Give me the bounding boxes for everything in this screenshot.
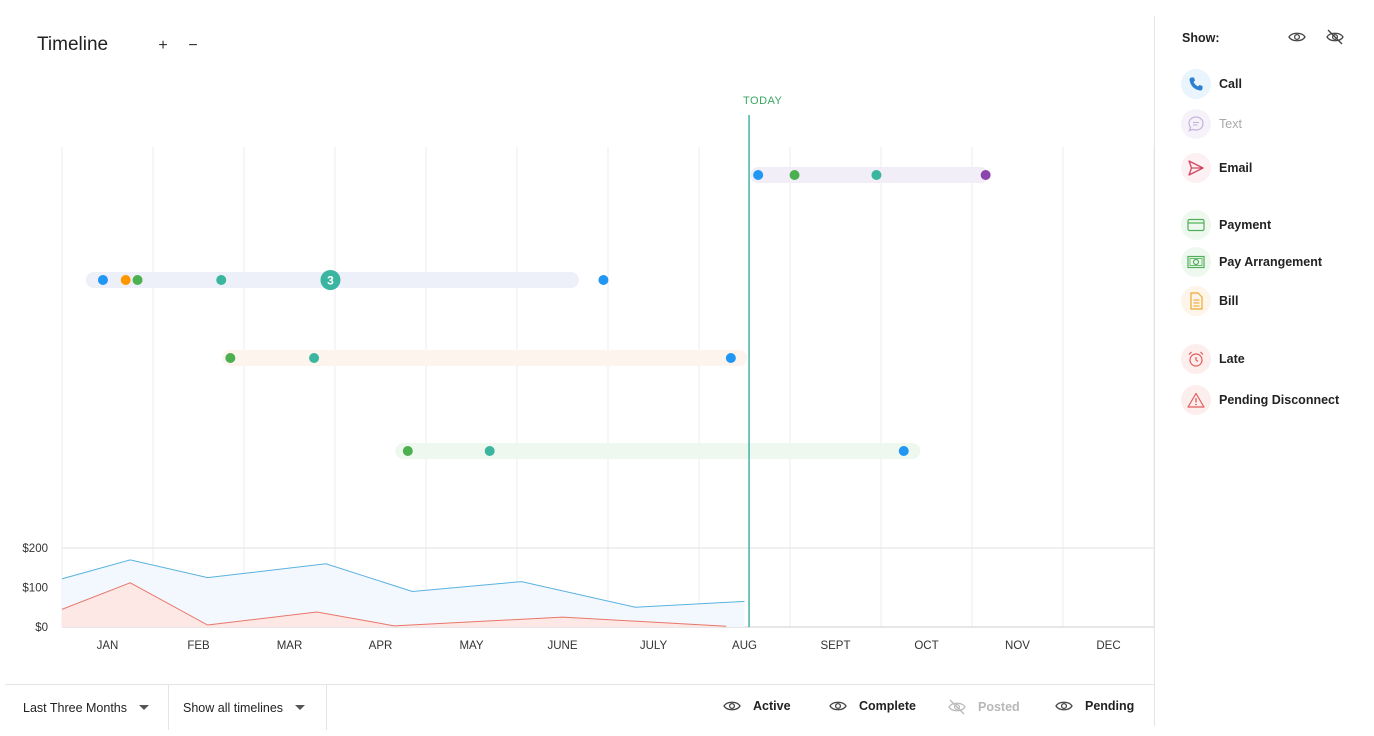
hide-all-eye-off-icon[interactable]: [1326, 28, 1344, 51]
legend-label: Late: [1219, 352, 1245, 366]
filter-label: Active: [753, 699, 791, 713]
y-axis-label: $0: [35, 622, 48, 634]
event-dot: [225, 353, 236, 363]
legend-pay-arrangement[interactable]: Pay Arrangement: [1181, 247, 1322, 277]
event-dot: [980, 170, 991, 180]
event-dot: [789, 170, 800, 180]
timeline-row: [750, 167, 991, 183]
filter-label: Complete: [859, 699, 916, 713]
range-select[interactable]: Last Three Months: [5, 685, 169, 730]
timeline-track: [395, 443, 921, 459]
event-cluster-count: 3: [327, 274, 334, 288]
month-label: APR: [369, 640, 393, 652]
month-label: OCT: [914, 640, 938, 652]
month-label: JAN: [97, 640, 119, 652]
credit-card-icon: [1181, 210, 1211, 240]
event-dot: [216, 275, 227, 285]
event-dot: [898, 446, 909, 456]
timeline-track: [222, 350, 748, 366]
event-dot: [598, 275, 609, 285]
timeline-track: [750, 167, 989, 183]
event-dot: [871, 170, 882, 180]
eye-icon: [1055, 701, 1073, 711]
legend-label: Pending Disconnect: [1219, 393, 1340, 407]
show-all-eye-icon[interactable]: [1288, 30, 1306, 49]
event-dot: [120, 275, 131, 285]
send-icon: [1181, 153, 1211, 183]
chevron-down-icon: [295, 705, 306, 710]
document-icon: [1181, 286, 1211, 316]
month-label: MAY: [459, 640, 483, 652]
legend-bill[interactable]: Bill: [1181, 286, 1238, 316]
event-dot: [97, 275, 108, 285]
month-label: SEPT: [820, 640, 850, 652]
legend-label: Pay Arrangement: [1219, 255, 1323, 269]
show-label: Show:: [1182, 31, 1220, 45]
today-label: TODAY: [743, 95, 783, 107]
month-label: DEC: [1096, 640, 1120, 652]
timeline-select-value: Show all timelines: [183, 700, 284, 715]
filter-active[interactable]: Active: [723, 699, 791, 713]
eye-off-icon: [948, 699, 966, 715]
zoom-in-button[interactable]: +: [158, 37, 168, 54]
chevron-down-icon: [139, 705, 149, 710]
filter-label: Pending: [1085, 699, 1135, 713]
alarm-clock-icon: [1181, 344, 1211, 374]
paid-line: [62, 582, 727, 627]
legend-email[interactable]: Email: [1181, 153, 1252, 183]
eye-icon: [723, 701, 741, 711]
legend-call[interactable]: Call: [1181, 69, 1242, 99]
month-label: AUG: [732, 640, 757, 652]
legend-panel: Show: Call Text Email Payment Pay Arrang…: [1154, 16, 1374, 726]
timeline-row: [222, 350, 748, 366]
event-dot: [725, 353, 736, 363]
event-dot: [753, 170, 764, 180]
legend-label: Bill: [1219, 294, 1239, 308]
legend-label: Call: [1219, 77, 1242, 91]
warning-icon: [1181, 385, 1211, 415]
chat-bubble-icon: [1181, 109, 1211, 139]
legend-text[interactable]: Text: [1181, 109, 1242, 139]
timeline-main: Timeline + − TODAY $200 $100 $0 3 JAN FEB MAR A…: [5, 34, 1154, 736]
timeline-footer: Last Three Months Show all timelines Act…: [5, 684, 1154, 736]
y-axis-label: $200: [22, 543, 48, 555]
timeline-chart: $200 $100 $0 3 JAN FEB MAR APR MAY JUNE JULY AUG SEP…: [22, 115, 1154, 652]
phone-icon: [1181, 69, 1211, 99]
money-icon: [1181, 247, 1211, 277]
zoom-out-button[interactable]: −: [188, 37, 198, 54]
month-label: NOV: [1005, 640, 1030, 652]
legend-label: Text: [1219, 117, 1242, 131]
timeline-row: [395, 443, 921, 459]
event-dot: [309, 353, 320, 363]
page-title: Timeline: [37, 34, 109, 55]
amount-area-chart: [62, 559, 745, 627]
legend-payment[interactable]: Payment: [1181, 210, 1271, 240]
month-label: MAR: [277, 640, 303, 652]
y-axis-label: $100: [22, 583, 48, 595]
legend-label: Email: [1219, 161, 1253, 175]
billed-line: [62, 559, 745, 608]
timeline-select[interactable]: Show all timelines: [169, 685, 327, 730]
legend-pending-disconnect[interactable]: Pending Disconnect: [1181, 385, 1339, 415]
legend-label: Payment: [1219, 218, 1272, 232]
filter-label: Posted: [978, 700, 1020, 714]
event-dot: [132, 275, 143, 285]
event-cluster-dot: [320, 270, 341, 290]
event-dot: [484, 446, 495, 456]
billed-area: [62, 559, 745, 627]
event-dot: [402, 446, 413, 456]
filter-posted[interactable]: Posted: [948, 699, 1020, 715]
month-label: FEB: [187, 640, 210, 652]
month-label: JULY: [640, 640, 668, 652]
filter-pending[interactable]: Pending: [1055, 699, 1134, 713]
eye-icon: [829, 701, 847, 711]
filter-complete[interactable]: Complete: [829, 699, 916, 713]
month-label: JUNE: [547, 640, 577, 652]
timeline-row: 3: [85, 270, 609, 290]
range-select-value: Last Three Months: [23, 700, 127, 715]
legend-late[interactable]: Late: [1181, 344, 1245, 374]
